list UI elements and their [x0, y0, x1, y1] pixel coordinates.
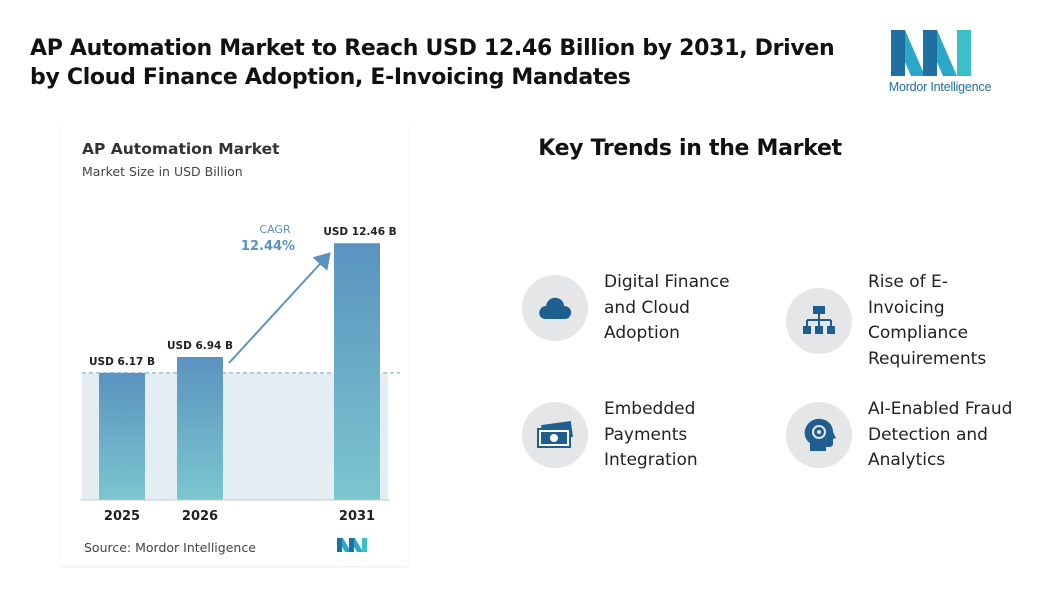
ai-head-icon: [804, 419, 836, 452]
cagr-label: CAGR: [259, 223, 291, 236]
x-tick-label: 2031: [339, 509, 375, 524]
chart-card: AP Automation Market Market Size in USD …: [60, 124, 408, 566]
x-tick-label: 2026: [182, 509, 218, 524]
bar-value-label: USD 12.46 B: [323, 226, 396, 238]
cash-icon: [537, 421, 573, 449]
trend-icon-circle: [786, 288, 852, 354]
brand-name: Mordor Intelligence: [888, 80, 992, 94]
cagr-value: 12.44%: [241, 239, 295, 254]
bar-2026: [177, 356, 223, 500]
x-tick-label: 2025: [104, 509, 140, 524]
trends-title: Key Trends in the Market: [538, 136, 842, 161]
trend-label: Digital Finance and Cloud Adoption: [604, 272, 730, 343]
bar-2031: [334, 243, 380, 500]
bar-2025: [99, 372, 145, 500]
trend-label: Embedded Payments Integration: [604, 399, 698, 470]
chart-title: AP Automation Market: [82, 140, 280, 158]
source-logo-icon: [337, 538, 367, 552]
bar-chart: AP Automation Market Market Size in USD …: [80, 140, 400, 555]
trend-icon-circle: [522, 275, 588, 342]
chart-subtitle: Market Size in USD Billion: [82, 164, 243, 179]
trend-item-cloud: Digital Finance and Cloud Adoption: [522, 270, 730, 347]
trend-item-ai-fraud: AI-Enabled Fraud Detection and Analytics: [786, 397, 1012, 474]
trend-label: Rise of E- Invoicing Compliance Requirem…: [868, 272, 987, 369]
trend-label: AI-Enabled Fraud Detection and Analytics: [868, 399, 1013, 470]
trend-item-payments: Embedded Payments Integration: [522, 397, 698, 474]
mordor-logo-icon: [891, 30, 971, 76]
org-chart-icon: [803, 306, 835, 334]
trend-item-e-invoicing: Rise of E- Invoicing Compliance Requirem…: [786, 270, 986, 372]
cagr-arrow: [228, 252, 331, 364]
bar-value-label: USD 6.17 B: [89, 356, 155, 368]
chart-source: Source: Mordor Intelligence: [84, 540, 256, 555]
headline: AP Automation Market to Reach USD 12.46 …: [30, 36, 835, 90]
cloud-icon: [539, 298, 572, 320]
bar-value-label: USD 6.94 B: [167, 340, 233, 352]
trend-icon-circle: [522, 402, 588, 469]
trend-icon-circle: [786, 402, 852, 469]
